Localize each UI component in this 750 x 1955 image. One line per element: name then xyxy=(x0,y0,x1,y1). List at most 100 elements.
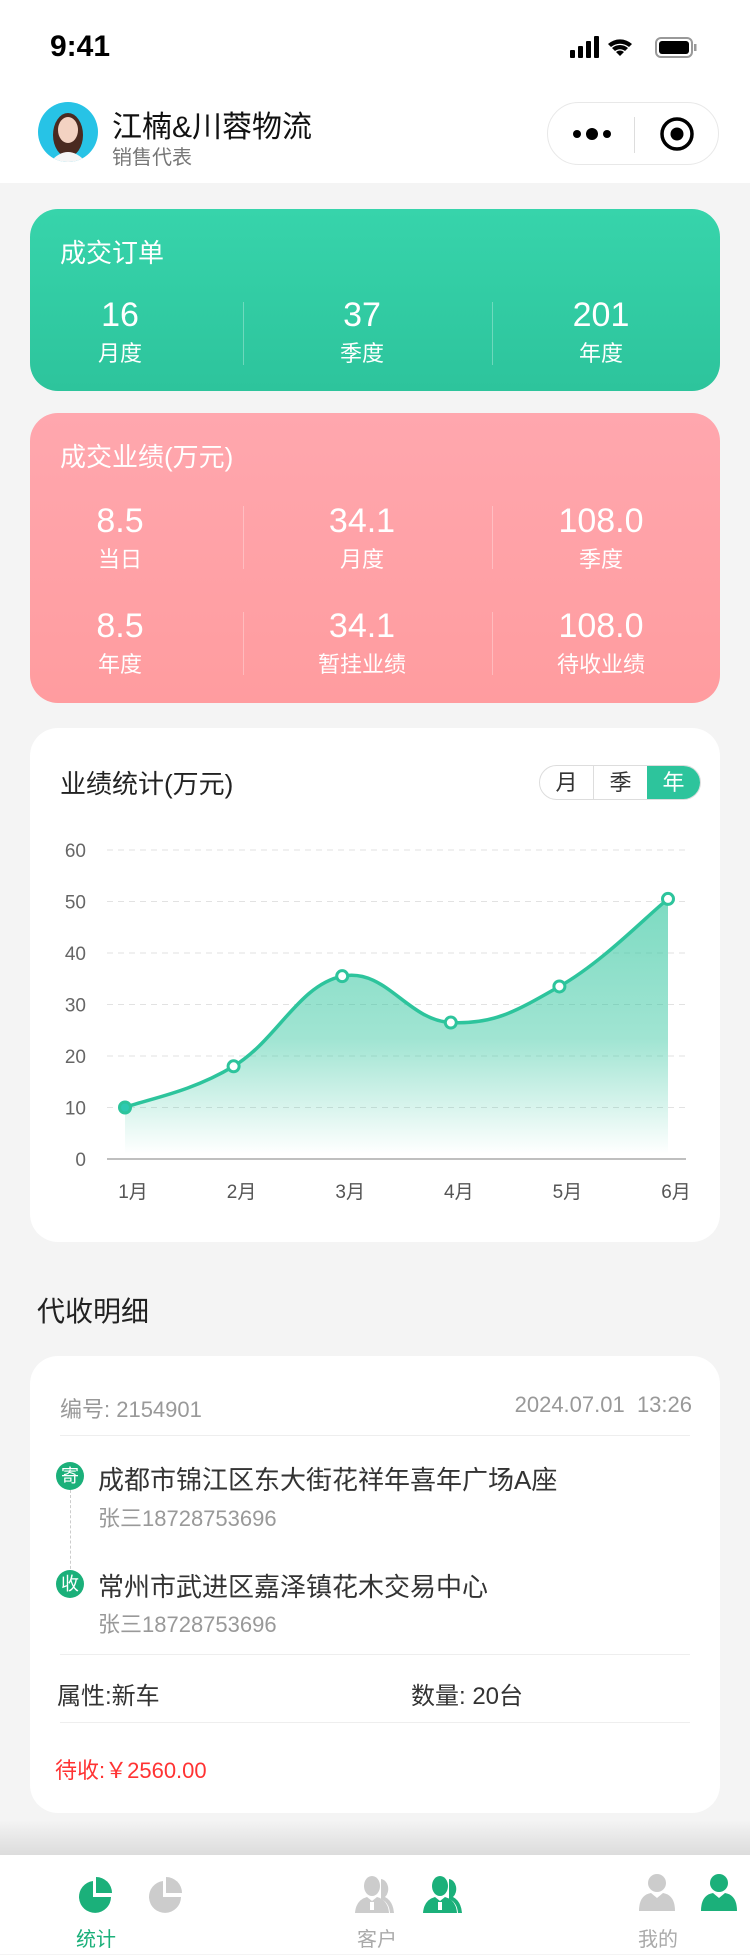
perf-stat: 108.0 季度 xyxy=(501,501,701,575)
stat-label: 月度 xyxy=(97,341,142,366)
orders-stat-quarter: 37 季度 xyxy=(262,295,462,369)
divider xyxy=(492,612,493,675)
quantity: 数量: 20台 xyxy=(411,1683,524,1710)
stat-value: 108.0 xyxy=(558,502,644,540)
orders-stat-year: 201 年度 xyxy=(501,295,701,369)
data-point xyxy=(226,1059,241,1074)
person-icon xyxy=(701,1874,737,1911)
divider xyxy=(60,1435,690,1436)
perf-stat: 8.5 当日 xyxy=(20,501,220,575)
toggle-month[interactable]: 月 xyxy=(555,770,578,795)
performance-title: 成交业绩(万元) xyxy=(60,442,234,472)
stat-value: 34.1 xyxy=(328,607,396,645)
order-datetime: 2024.07.01 13:26 xyxy=(514,1392,692,1417)
perf-stat: 108.0 待收业绩 xyxy=(501,606,701,680)
performance-chart: 0 10 20 30 40 50 60 1月 2月 3月 4月 5月 6月 xyxy=(65,841,691,1203)
y-tick-label: 20 xyxy=(65,1047,86,1068)
receiver-contact: 张三18728753696 xyxy=(98,1612,277,1637)
period-toggle: 月 季 年 xyxy=(539,765,701,800)
x-tick-label: 5月 xyxy=(553,1182,583,1203)
performance-card: 成交业绩(万元) 8.5 当日 34.1 月度 108.0 季度 8.5 年度 34.1… xyxy=(30,413,720,703)
x-tick-label: 3月 xyxy=(335,1182,365,1203)
stat-value: 8.5 xyxy=(96,607,144,645)
attribute: 属性:新车 xyxy=(57,1683,160,1710)
more-dots-icon[interactable] xyxy=(572,123,614,145)
chart-area xyxy=(125,898,668,1154)
stat-label: 月度 xyxy=(339,547,384,572)
route-line xyxy=(70,1490,71,1584)
data-point xyxy=(661,891,675,906)
x-tick-label: 6月 xyxy=(661,1182,691,1203)
nav-label: 我的 xyxy=(638,1929,678,1951)
divider xyxy=(60,1654,690,1655)
stat-value: 37 xyxy=(343,296,381,334)
data-point xyxy=(552,979,567,994)
orders-title: 成交订单 xyxy=(60,238,165,268)
stat-value: 201 xyxy=(572,296,630,334)
sender-contact: 张三18728753696 xyxy=(98,1506,277,1531)
perf-stat: 34.1 暂挂业绩 xyxy=(262,606,462,680)
target-icon[interactable] xyxy=(659,116,695,152)
toggle-quarter[interactable]: 季 xyxy=(593,766,647,799)
y-tick-label: 10 xyxy=(65,1099,86,1120)
nav-item-customers[interactable]: 客户 xyxy=(345,1865,475,1955)
pending-amount: 待收:￥2560.00 xyxy=(55,1758,207,1783)
nav-label: 客户 xyxy=(357,1929,397,1951)
person-icon-inactive xyxy=(639,1874,675,1911)
order-number: 编号: 2154901 xyxy=(60,1397,202,1422)
stat-value: 108.0 xyxy=(558,607,644,645)
status-icons xyxy=(570,36,697,58)
divider xyxy=(243,302,244,365)
perf-stat: 8.5 年度 xyxy=(20,606,220,680)
stat-label: 年度 xyxy=(97,652,142,677)
y-tick-label: 30 xyxy=(65,996,86,1017)
stat-value: 34.1 xyxy=(328,502,396,540)
stat-label: 季度 xyxy=(339,341,384,366)
data-point xyxy=(118,1100,132,1115)
sender-address: 成都市锦江区东大街花祥年喜年广场A座 xyxy=(98,1465,558,1495)
avatar[interactable] xyxy=(38,102,98,162)
toggle-year[interactable]: 年 xyxy=(647,766,700,799)
collection-detail-card[interactable]: 编号: 2154901 2024.07.01 13:26 寄 成都市锦江区东大街… xyxy=(30,1356,720,1813)
status-time: 9:41 xyxy=(50,30,111,63)
y-tick-label: 60 xyxy=(65,841,86,862)
stat-label: 季度 xyxy=(578,547,623,572)
mini-program-capsule xyxy=(547,102,719,165)
stat-label: 年度 xyxy=(578,341,623,366)
nav-item-stats[interactable]: 统计 xyxy=(60,1865,190,1955)
receiver-badge: 收 xyxy=(56,1570,84,1598)
data-point xyxy=(335,969,350,984)
user-role: 销售代表 xyxy=(112,147,192,169)
top-bar: 9:41 江楠&川蓉物流 销售代表 xyxy=(0,0,750,183)
perf-stat: 34.1 月度 xyxy=(262,501,462,575)
divider xyxy=(492,302,493,365)
nav-label: 统计 xyxy=(76,1929,116,1951)
bottom-nav: 统计 客户 我的 xyxy=(0,1855,750,1954)
pie-chart-icon-inactive xyxy=(149,1877,182,1913)
stat-label: 待收业绩 xyxy=(556,652,645,677)
sender-badge: 寄 xyxy=(56,1462,84,1490)
stat-value: 16 xyxy=(101,296,139,334)
x-tick-label: 4月 xyxy=(444,1182,474,1203)
orders-card: 成交订单 16 月度 37 季度 201 年度 xyxy=(30,209,720,391)
y-tick-label: 50 xyxy=(65,893,86,914)
receiver-address: 常州市武进区嘉泽镇花木交易中心 xyxy=(98,1572,489,1602)
orders-stat-month: 16 月度 xyxy=(20,295,220,369)
customers-icon-inactive xyxy=(355,1876,394,1913)
divider xyxy=(60,1722,690,1723)
y-tick-label: 40 xyxy=(65,944,86,965)
nav-item-mine[interactable]: 我的 xyxy=(630,1865,750,1955)
customers-icon xyxy=(423,1876,462,1913)
stat-label: 当日 xyxy=(97,547,142,572)
y-tick-label: 0 xyxy=(75,1150,86,1171)
divider xyxy=(243,612,244,675)
chart-title: 业绩统计(万元) xyxy=(60,769,234,799)
pie-chart-icon xyxy=(79,1877,112,1913)
stat-label: 暂挂业绩 xyxy=(317,652,406,677)
nav-shadow xyxy=(0,1820,750,1855)
company-name: 江楠&川蓉物流 xyxy=(112,111,313,144)
divider xyxy=(492,506,493,569)
x-tick-label: 2月 xyxy=(227,1182,257,1203)
x-tick-label: 1月 xyxy=(118,1182,148,1203)
section-title: 代收明细 xyxy=(37,1296,150,1327)
